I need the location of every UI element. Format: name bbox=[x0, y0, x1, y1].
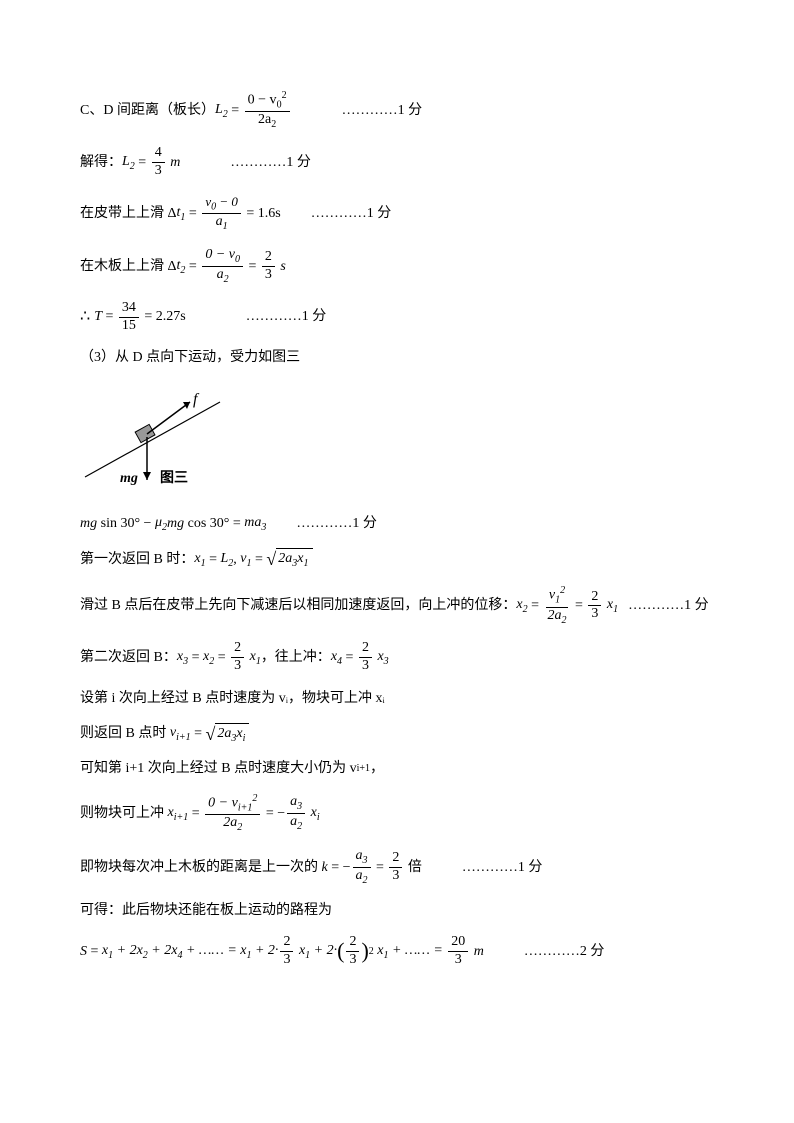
sqrt: √ 2a3xi bbox=[206, 723, 250, 746]
line-12: 则返回 B 点时 vi+1 = √ 2a3xi bbox=[80, 723, 714, 746]
var: L2 bbox=[122, 152, 135, 174]
force-diagram: f mg 图三 bbox=[80, 382, 714, 499]
text: 解得： bbox=[80, 153, 122, 173]
fraction: 0 − vi+12 2a2 bbox=[205, 793, 260, 834]
score: …………1 分 bbox=[296, 514, 377, 534]
fraction: 34 15 bbox=[119, 300, 139, 335]
line-15: 即物块每次冲上木板的距离是上一次的 k = − a3 a2 = 2 3 倍 ……… bbox=[80, 848, 714, 887]
eq: = bbox=[228, 101, 243, 121]
line-16: 可得：此后物块还能在板上运动的路程为 bbox=[80, 901, 714, 921]
score: …………1 分 bbox=[230, 153, 311, 173]
score: …………1 分 bbox=[311, 204, 392, 224]
line-1: C、D 间距离（板长） L2 = 0 − v02 2a2 …………1 分 bbox=[80, 90, 714, 131]
svg-text:图三: 图三 bbox=[160, 470, 188, 486]
fraction: 2 3 bbox=[389, 850, 402, 885]
var: L2 bbox=[215, 100, 228, 122]
line-4: 在木板上上滑 Δ t2 = 0 − v0 a2 = 2 3 s bbox=[80, 247, 714, 286]
fraction: a3 a2 bbox=[287, 794, 305, 833]
fraction: 2 3 bbox=[262, 249, 275, 284]
line-9: 滑过 B 点后在皮带上先向下减速后以相同加速度返回，向上冲的位移： x2 = v… bbox=[80, 585, 714, 626]
line-11: 设第 i 次向上经过 B 点时速度为 vᵢ，物块可上冲 xᵢ bbox=[80, 689, 714, 709]
svg-text:f: f bbox=[193, 391, 200, 408]
score: …………1 分 bbox=[342, 101, 423, 121]
score: …………1 分 bbox=[246, 307, 327, 327]
line-10: 第二次返回 B： x3 = x2 = 2 3 x1 ，往上冲： x4 = 2 3… bbox=[80, 640, 714, 675]
fraction: 2 3 bbox=[588, 589, 601, 624]
fraction: 4 3 bbox=[152, 145, 165, 180]
line-2: 解得： L2 = 4 3 m …………1 分 bbox=[80, 145, 714, 180]
fraction: 2 3 bbox=[280, 934, 293, 969]
fraction: 2 3 bbox=[359, 640, 372, 675]
line-13: 可知第 i+1 次向上经过 B 点时速度大小仍为 vi+1， bbox=[80, 759, 714, 779]
fraction: 20 3 bbox=[448, 934, 468, 969]
fraction: v0 − 0 a1 bbox=[202, 194, 241, 233]
fraction: a3 a2 bbox=[353, 848, 371, 887]
sqrt: √ 2a3x1 bbox=[266, 548, 312, 571]
line-17: S = x1 + 2x2 + 2x4 + …… = x1 + 2· 2 3 x1… bbox=[80, 934, 714, 969]
line-14: 则物块可上冲 xi+1 = 0 − vi+12 2a2 = − a3 a2 xi bbox=[80, 793, 714, 834]
score: …………1 分 bbox=[628, 596, 709, 616]
svg-text:mg: mg bbox=[120, 471, 138, 486]
line-3: 在皮带上上滑 Δ t1 = v0 − 0 a1 = 1.6s …………1 分 bbox=[80, 194, 714, 233]
text: C、D 间距离（板长） bbox=[80, 101, 215, 121]
fraction: 0 − v02 2a2 bbox=[245, 90, 290, 131]
line-8: 第一次返回 B 时： x1 = L2 , v1 = √ 2a3x1 bbox=[80, 548, 714, 571]
fraction: v12 2a2 bbox=[544, 585, 569, 626]
line-7: mg sin 30° − μ2 mg cos 30° = ma3 …………1 分 bbox=[80, 513, 714, 535]
fraction: 2 3 bbox=[346, 934, 359, 969]
fraction: 2 3 bbox=[231, 640, 244, 675]
fraction: 0 − v0 a2 bbox=[202, 247, 243, 286]
line-5: ∴ T = 34 15 = 2.27s …………1 分 bbox=[80, 300, 714, 335]
line-6: （3）从 D 点向下运动，受力如图三 bbox=[80, 348, 714, 368]
score: …………2 分 bbox=[524, 942, 605, 962]
score: …………1 分 bbox=[462, 858, 543, 878]
